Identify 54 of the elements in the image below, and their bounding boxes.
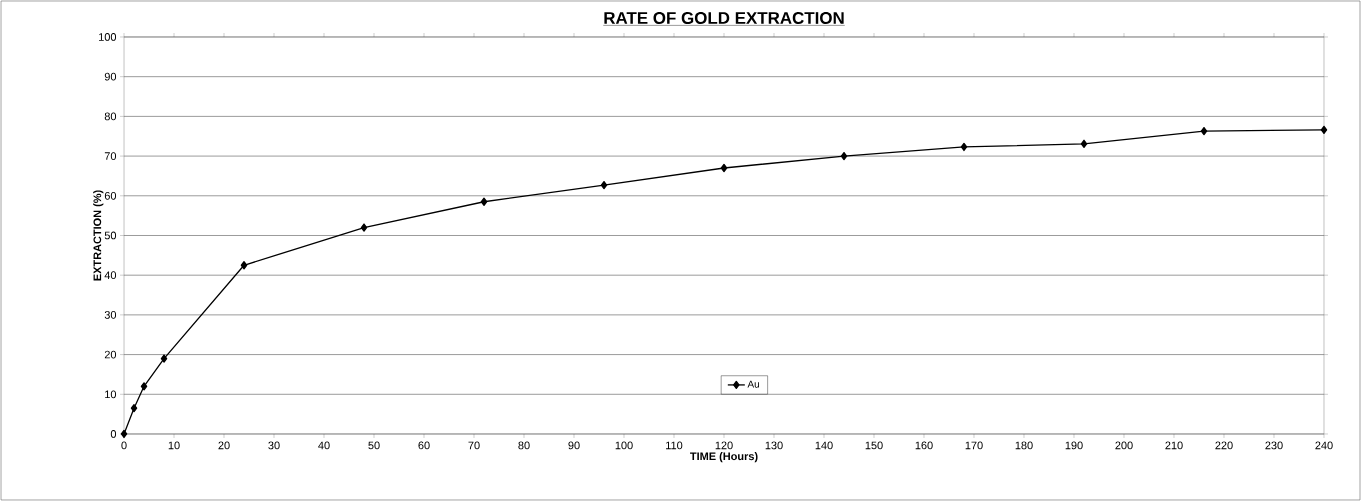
x-tick-label: 150: [865, 441, 883, 450]
x-tick-label: 100: [615, 441, 633, 450]
y-tick-label: 90: [104, 72, 117, 81]
y-tick-label: 50: [104, 231, 117, 240]
x-tick-label: 40: [318, 441, 330, 450]
point: [240, 261, 248, 270]
y-tick-label: 30: [104, 311, 117, 319]
y-axis-title: EXTRACTION (%): [93, 190, 104, 281]
x-tick-label: 0: [121, 441, 127, 450]
point: [360, 223, 368, 232]
y-tick-label: 70: [104, 152, 117, 160]
y-tick-label: 80: [104, 112, 117, 121]
x-tick-label: 90: [568, 441, 580, 450]
x-tick-label: 240: [1315, 441, 1333, 450]
point: [160, 354, 168, 363]
x-tick-label: 140: [815, 441, 833, 450]
x-tick-label: 130: [765, 441, 783, 450]
y-tick-label: 40: [104, 271, 117, 280]
point: [480, 197, 488, 206]
x-tick-label: 110: [666, 441, 683, 450]
y-tick-label: 60: [104, 191, 117, 200]
x-tick-label: 70: [468, 441, 480, 450]
x-tick-label: 50: [368, 441, 380, 450]
x-tick-label: 230: [1265, 441, 1283, 450]
point: [130, 404, 138, 413]
x-tick-label: 20: [218, 441, 230, 450]
x-tick-label: 220: [1215, 441, 1233, 450]
x-tick-label: 210: [1165, 441, 1183, 450]
point: [720, 163, 728, 173]
point: [140, 382, 148, 391]
y-tick-label: 20: [104, 350, 117, 359]
x-tick-label: 190: [1065, 441, 1083, 450]
x-tick-label: 170: [965, 441, 983, 450]
y-tick-label: 100: [99, 33, 117, 41]
point: [1080, 139, 1088, 148]
x-tick-label: 160: [915, 441, 933, 450]
x-tick-label: 120: [715, 441, 733, 450]
legend-label: Au: [747, 380, 759, 388]
chart-title: RATE OF GOLD EXTRACTION: [604, 11, 844, 24]
x-tick-label: 10: [168, 441, 180, 450]
point: [600, 180, 608, 190]
x-tick-label: 80: [518, 441, 530, 450]
x-tick-label: 30: [268, 441, 280, 450]
point: [120, 429, 128, 439]
x-axis-title: TIME (Hours): [690, 452, 758, 463]
x-tick-label: 200: [1115, 441, 1133, 450]
x-tick-label: 180: [1015, 441, 1033, 450]
point: [840, 151, 848, 161]
point: [1200, 126, 1208, 136]
point: [1320, 125, 1328, 135]
y-tick-label: 10: [105, 390, 117, 399]
y-tick-label: 0: [110, 430, 117, 438]
x-tick-label: 60: [418, 441, 430, 450]
point: [960, 142, 968, 152]
